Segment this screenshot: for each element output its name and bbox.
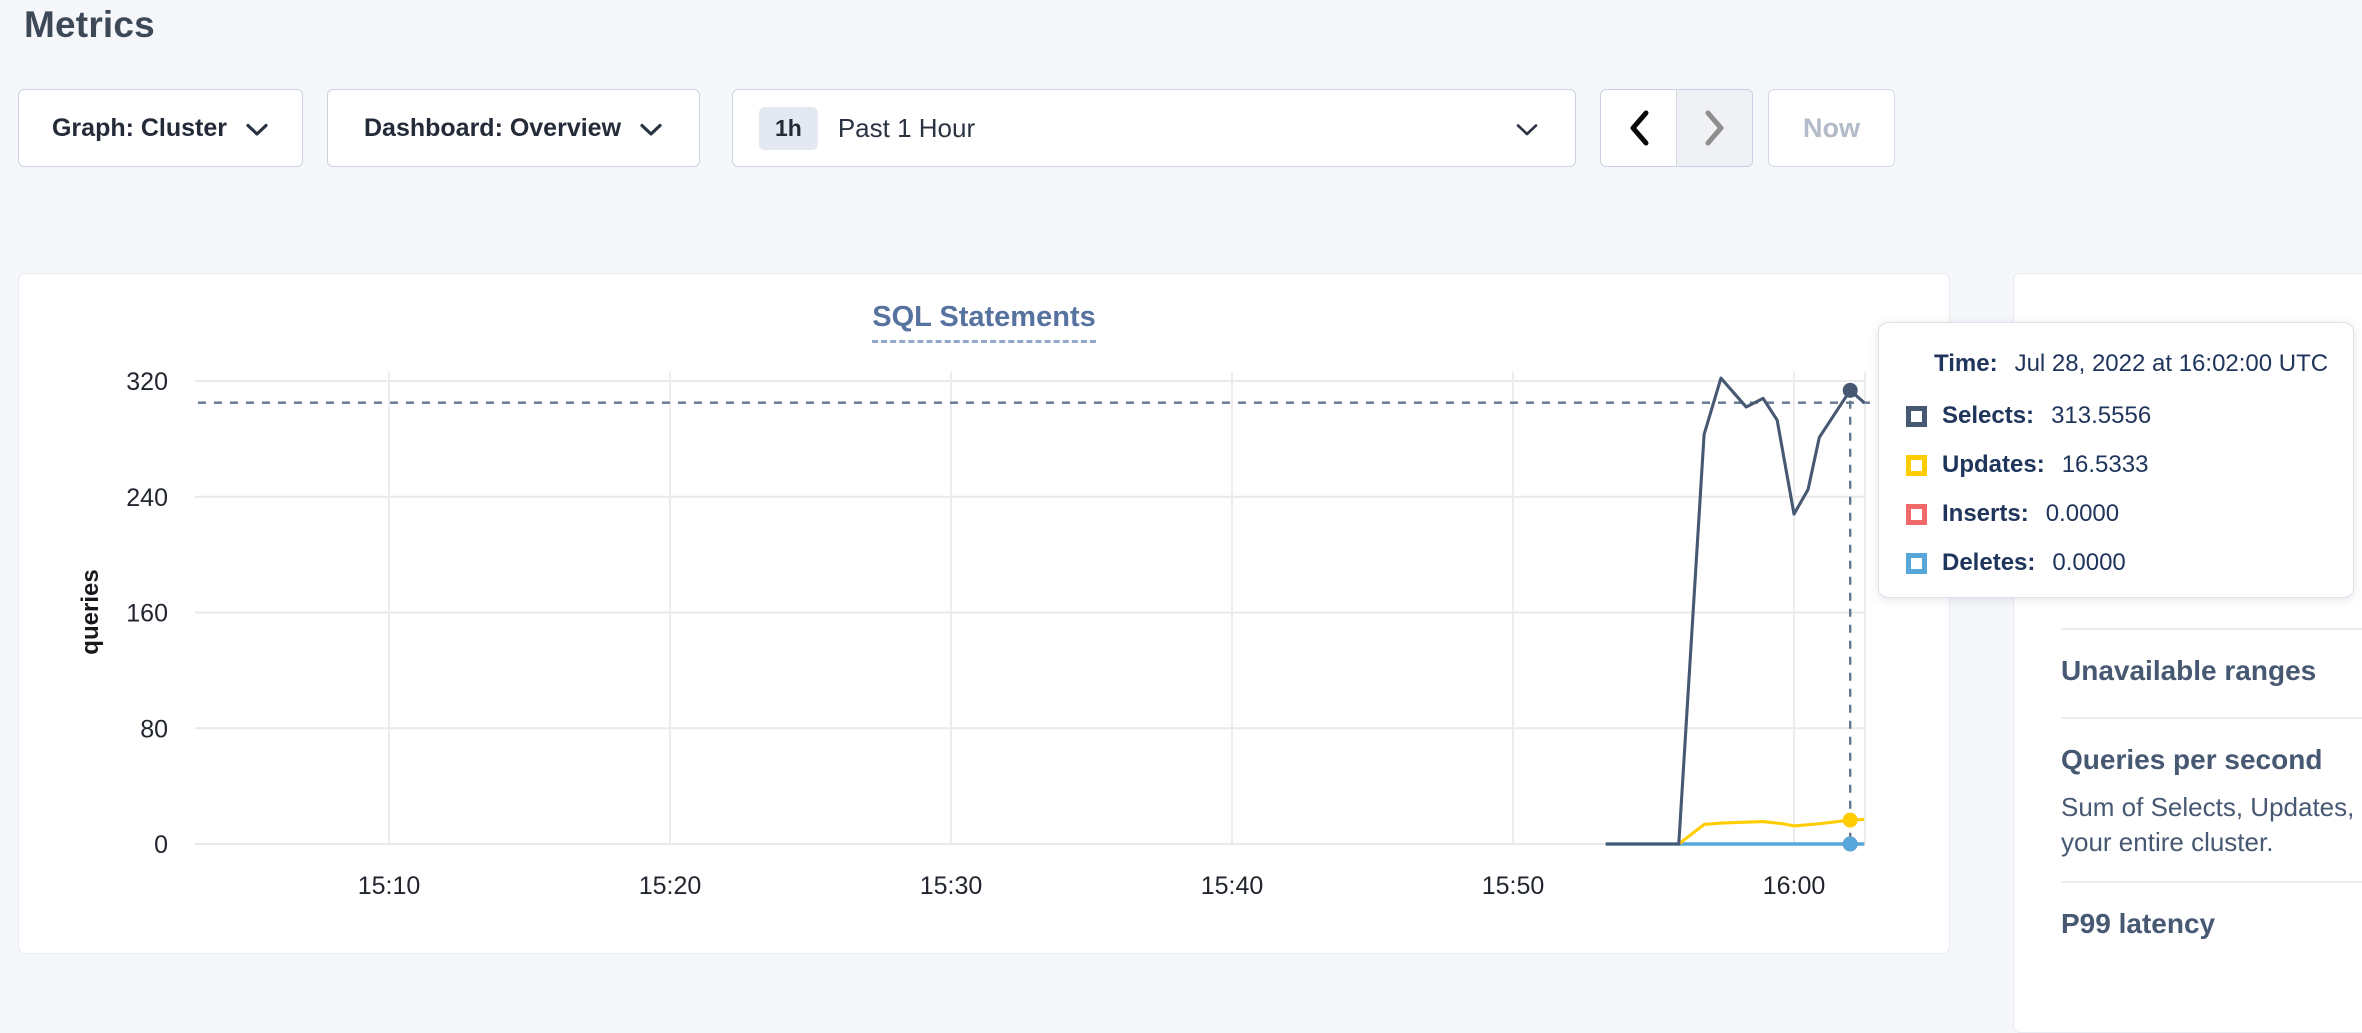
updates-series-swatch-icon — [1906, 454, 1927, 476]
x-axis-tick-label: 15:10 — [358, 872, 421, 900]
y-axis-tick-label: 0 — [154, 831, 168, 859]
sidebar-item-p99-latency: P99 latency — [2061, 908, 2216, 939]
chevron-right-icon — [1705, 110, 1723, 146]
tooltip-deletes-label: Deletes: — [1942, 549, 2036, 576]
now-button[interactable]: Now — [1768, 89, 1895, 167]
inserts-series-swatch-icon — [1906, 503, 1927, 525]
deletes-series-swatch-icon — [1906, 552, 1927, 574]
previous-time-window-button[interactable] — [1601, 90, 1676, 166]
y-axis-tick-label: 240 — [126, 484, 168, 512]
tooltip-deletes-value: 0.0000 — [2052, 549, 2126, 576]
chart-title[interactable]: SQL Statements — [872, 301, 1096, 343]
dashboard-dropdown-label: Dashboard: Overview — [363, 113, 622, 142]
hover-dot-selects — [1842, 382, 1858, 398]
tooltip-selects-value: 313.5556 — [2051, 402, 2152, 429]
time-range-selector[interactable]: 1h Past 1 Hour — [732, 89, 1576, 167]
tooltip-inserts-label: Inserts: — [1942, 500, 2029, 527]
dashboard-dropdown[interactable]: Dashboard: Overview — [327, 89, 700, 167]
graph-scope-dropdown[interactable]: Graph: Cluster — [18, 89, 303, 167]
x-axis-tick-label: 15:40 — [1201, 872, 1264, 900]
time-range-label: Past 1 Hour — [837, 112, 976, 143]
tooltip-selects-label: Selects: — [1942, 402, 2035, 429]
x-axis-tick-label: 15:30 — [920, 872, 983, 900]
y-axis-tick-label: 160 — [126, 600, 168, 628]
sidebar-item-unavailable-ranges: Unavailable ranges — [2061, 655, 2317, 686]
chart-hover-tooltip: Time: Jul 28, 2022 at 16:02:00 UTC Selec… — [1878, 322, 2354, 598]
tooltip-updates-label: Updates: — [1942, 451, 2045, 478]
series-line-updates — [1605, 817, 1865, 846]
y-axis-tick-label: 320 — [126, 368, 168, 396]
x-axis-tick-label: 15:50 — [1482, 872, 1545, 900]
divider — [2061, 717, 2362, 719]
time-range-badge: 1h — [759, 106, 818, 150]
time-window-arrows — [1600, 89, 1753, 167]
tooltip-time-label: Time: — [1934, 350, 1998, 377]
next-time-window-button[interactable] — [1676, 90, 1752, 166]
chevron-down-icon — [1516, 124, 1538, 136]
queries-per-second-description-line1: Sum of Selects, Updates, Inser — [2061, 792, 2362, 822]
queries-per-second-description-line2: your entire cluster. — [2061, 827, 2274, 857]
hover-dot-deletes — [1842, 836, 1858, 852]
tooltip-time-value: Jul 28, 2022 at 16:02:00 UTC — [2014, 350, 2329, 377]
x-axis-tick-label: 16:00 — [1763, 872, 1826, 900]
selects-series-swatch-icon — [1906, 405, 1927, 427]
y-axis-title: queries — [77, 569, 104, 654]
page-title: Metrics — [24, 4, 155, 45]
divider — [2061, 628, 2362, 630]
divider — [2061, 881, 2362, 883]
series-line-selects — [1605, 376, 1866, 846]
sidebar-item-queries-per-second: Queries per second — [2061, 744, 2323, 775]
graph-scope-dropdown-label: Graph: Cluster — [51, 113, 228, 142]
chevron-down-icon — [246, 123, 268, 136]
chevron-left-icon — [1630, 110, 1648, 146]
tooltip-updates-value: 16.5333 — [2061, 451, 2149, 478]
y-axis-tick-label: 80 — [140, 715, 168, 743]
sql-statements-chart[interactable]: 0 80 160 240 320 15:10 15:20 15:30 15:40 15:50 16:… — [0, 0, 2362, 966]
tooltip-inserts-value: 0.0000 — [2045, 500, 2120, 527]
hover-dot-updates — [1842, 812, 1858, 828]
chevron-down-icon — [640, 123, 662, 136]
x-axis-tick-label: 15:20 — [639, 872, 702, 900]
